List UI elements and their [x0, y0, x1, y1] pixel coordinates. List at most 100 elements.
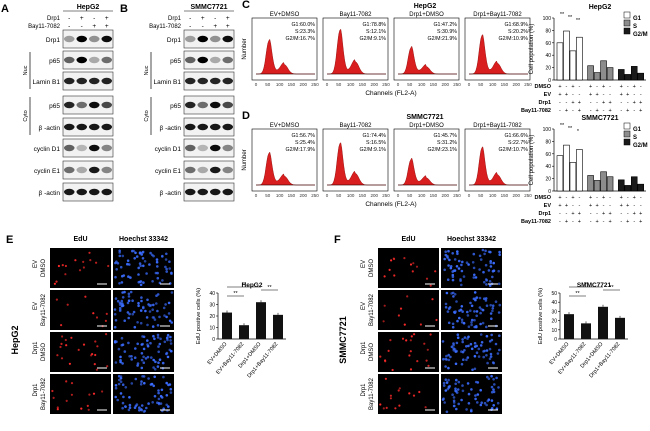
edu-column-title: EdU [74, 236, 88, 243]
cc-sign: + [565, 203, 568, 209]
cc-sign: + [571, 211, 574, 217]
flow-xlabel: Channels (FL2-A) [365, 90, 416, 97]
blot-band [210, 123, 221, 131]
blot-band [197, 166, 208, 174]
hoechst-nucleus [479, 258, 483, 261]
histogram-tick: 200 [512, 82, 520, 87]
significance-mark: ** [609, 285, 614, 291]
blot-label: Drp1 [167, 37, 181, 44]
blot-strip [62, 182, 114, 202]
edu-nucleus [413, 333, 416, 336]
hoechst-nucleus [467, 402, 471, 405]
hoechst-nucleus [114, 261, 117, 265]
histogram-tick: 50 [407, 82, 413, 87]
hoechst-nucleus [156, 401, 159, 405]
hoechst-nucleus [444, 250, 448, 253]
cc-bar [576, 149, 583, 192]
hoechst-nucleus [449, 355, 452, 359]
sign-plus: + [80, 15, 84, 22]
hoechst-nucleus [478, 296, 482, 300]
blot-band [101, 166, 112, 174]
hoechst-nucleus [120, 299, 124, 303]
fraction-nuc-label: Nuc [23, 65, 29, 75]
hoechst-nucleus [451, 322, 455, 326]
hoechst-nucleus [492, 378, 495, 381]
cc-sign: + [633, 84, 636, 90]
hoechst-nucleus [467, 344, 470, 348]
row-label-group: Drp1 [33, 383, 39, 397]
hoechst-nucleus [447, 358, 451, 362]
cc-sign: - [566, 211, 568, 217]
cc-sign: - [633, 219, 635, 225]
cc-ytick-label: 60 [545, 152, 551, 158]
hoechst-nucleus [457, 402, 461, 406]
hoechst-nucleus [156, 365, 160, 368]
hoechst-nucleus [114, 319, 118, 322]
edu-nucleus [101, 390, 104, 393]
hoechst-nucleus [444, 306, 448, 309]
hoechst-nucleus [167, 405, 170, 408]
hoechst-nucleus [156, 336, 160, 339]
hoechst-nucleus [495, 407, 499, 411]
histogram [251, 17, 318, 81]
edu-nucleus [387, 349, 390, 352]
hoechst-nucleus [475, 351, 479, 355]
condition-label: Drp1 [47, 16, 61, 22]
histogram-tick: 250 [382, 82, 390, 87]
hoechst-nucleus [478, 306, 482, 309]
hoechst-nucleus [497, 311, 501, 314]
blot-band [222, 166, 233, 174]
cc-sign: + [602, 211, 605, 217]
hoechst-nucleus [138, 406, 141, 410]
hoechst-nucleus [471, 368, 474, 372]
blot-band [185, 35, 196, 43]
image-background [378, 332, 439, 372]
hoechst-nucleus [456, 388, 460, 391]
histogram-tick: 150 [288, 193, 296, 198]
hoechst-nucleus [145, 406, 148, 410]
hoechst-nucleus [492, 261, 496, 265]
hoechst-nucleus [137, 273, 140, 276]
histogram-stat: G1:47.2% [433, 22, 457, 28]
cc-sign: - [603, 92, 605, 98]
cc-sign: - [596, 195, 598, 201]
blot-band [64, 56, 75, 64]
significance-mark: * [577, 129, 580, 135]
blot-band [185, 188, 196, 196]
cc-sign: - [640, 195, 642, 201]
row-label-group: Drp1 [33, 341, 39, 355]
hoechst-nucleus [490, 385, 494, 389]
hoechst-nucleus [488, 347, 492, 351]
cc-sign: - [609, 203, 611, 209]
hoechst-nucleus [119, 355, 122, 359]
cc-sign: - [609, 195, 611, 201]
sign-minus: - [81, 23, 83, 30]
hoechst-nucleus [146, 355, 150, 359]
hoechst-nucleus [157, 345, 160, 348]
cc-sign: + [571, 195, 574, 201]
hoechst-nucleus [165, 252, 168, 256]
hoechst-nucleus [152, 303, 155, 307]
edu-nucleus [64, 338, 67, 342]
hoechst-nucleus [477, 347, 481, 351]
histogram-stat: G2/M:21.9% [428, 36, 458, 42]
legend-swatch [623, 27, 631, 35]
edu-nucleus [94, 340, 97, 343]
hoechst-nucleus [474, 380, 478, 384]
significance-mark: ** [584, 282, 589, 288]
blot-band [101, 101, 112, 109]
cc-sign: - [627, 100, 629, 106]
legend-label: G1 [633, 127, 642, 133]
edu-nucleus [70, 393, 73, 396]
histogram-tick: 150 [501, 193, 509, 198]
sign-plus: + [105, 23, 109, 30]
edu-ytick-label: 30 [551, 309, 557, 315]
histogram-tick: 100 [276, 82, 284, 87]
histogram-stat: G2/M:9.1% [360, 36, 387, 42]
hoechst-nucleus [486, 375, 489, 379]
cc-chart-title: SMMC7721 [582, 115, 619, 122]
hoechst-nucleus [149, 341, 152, 345]
hoechst-nucleus [451, 275, 455, 279]
cc-sign: - [578, 203, 580, 209]
